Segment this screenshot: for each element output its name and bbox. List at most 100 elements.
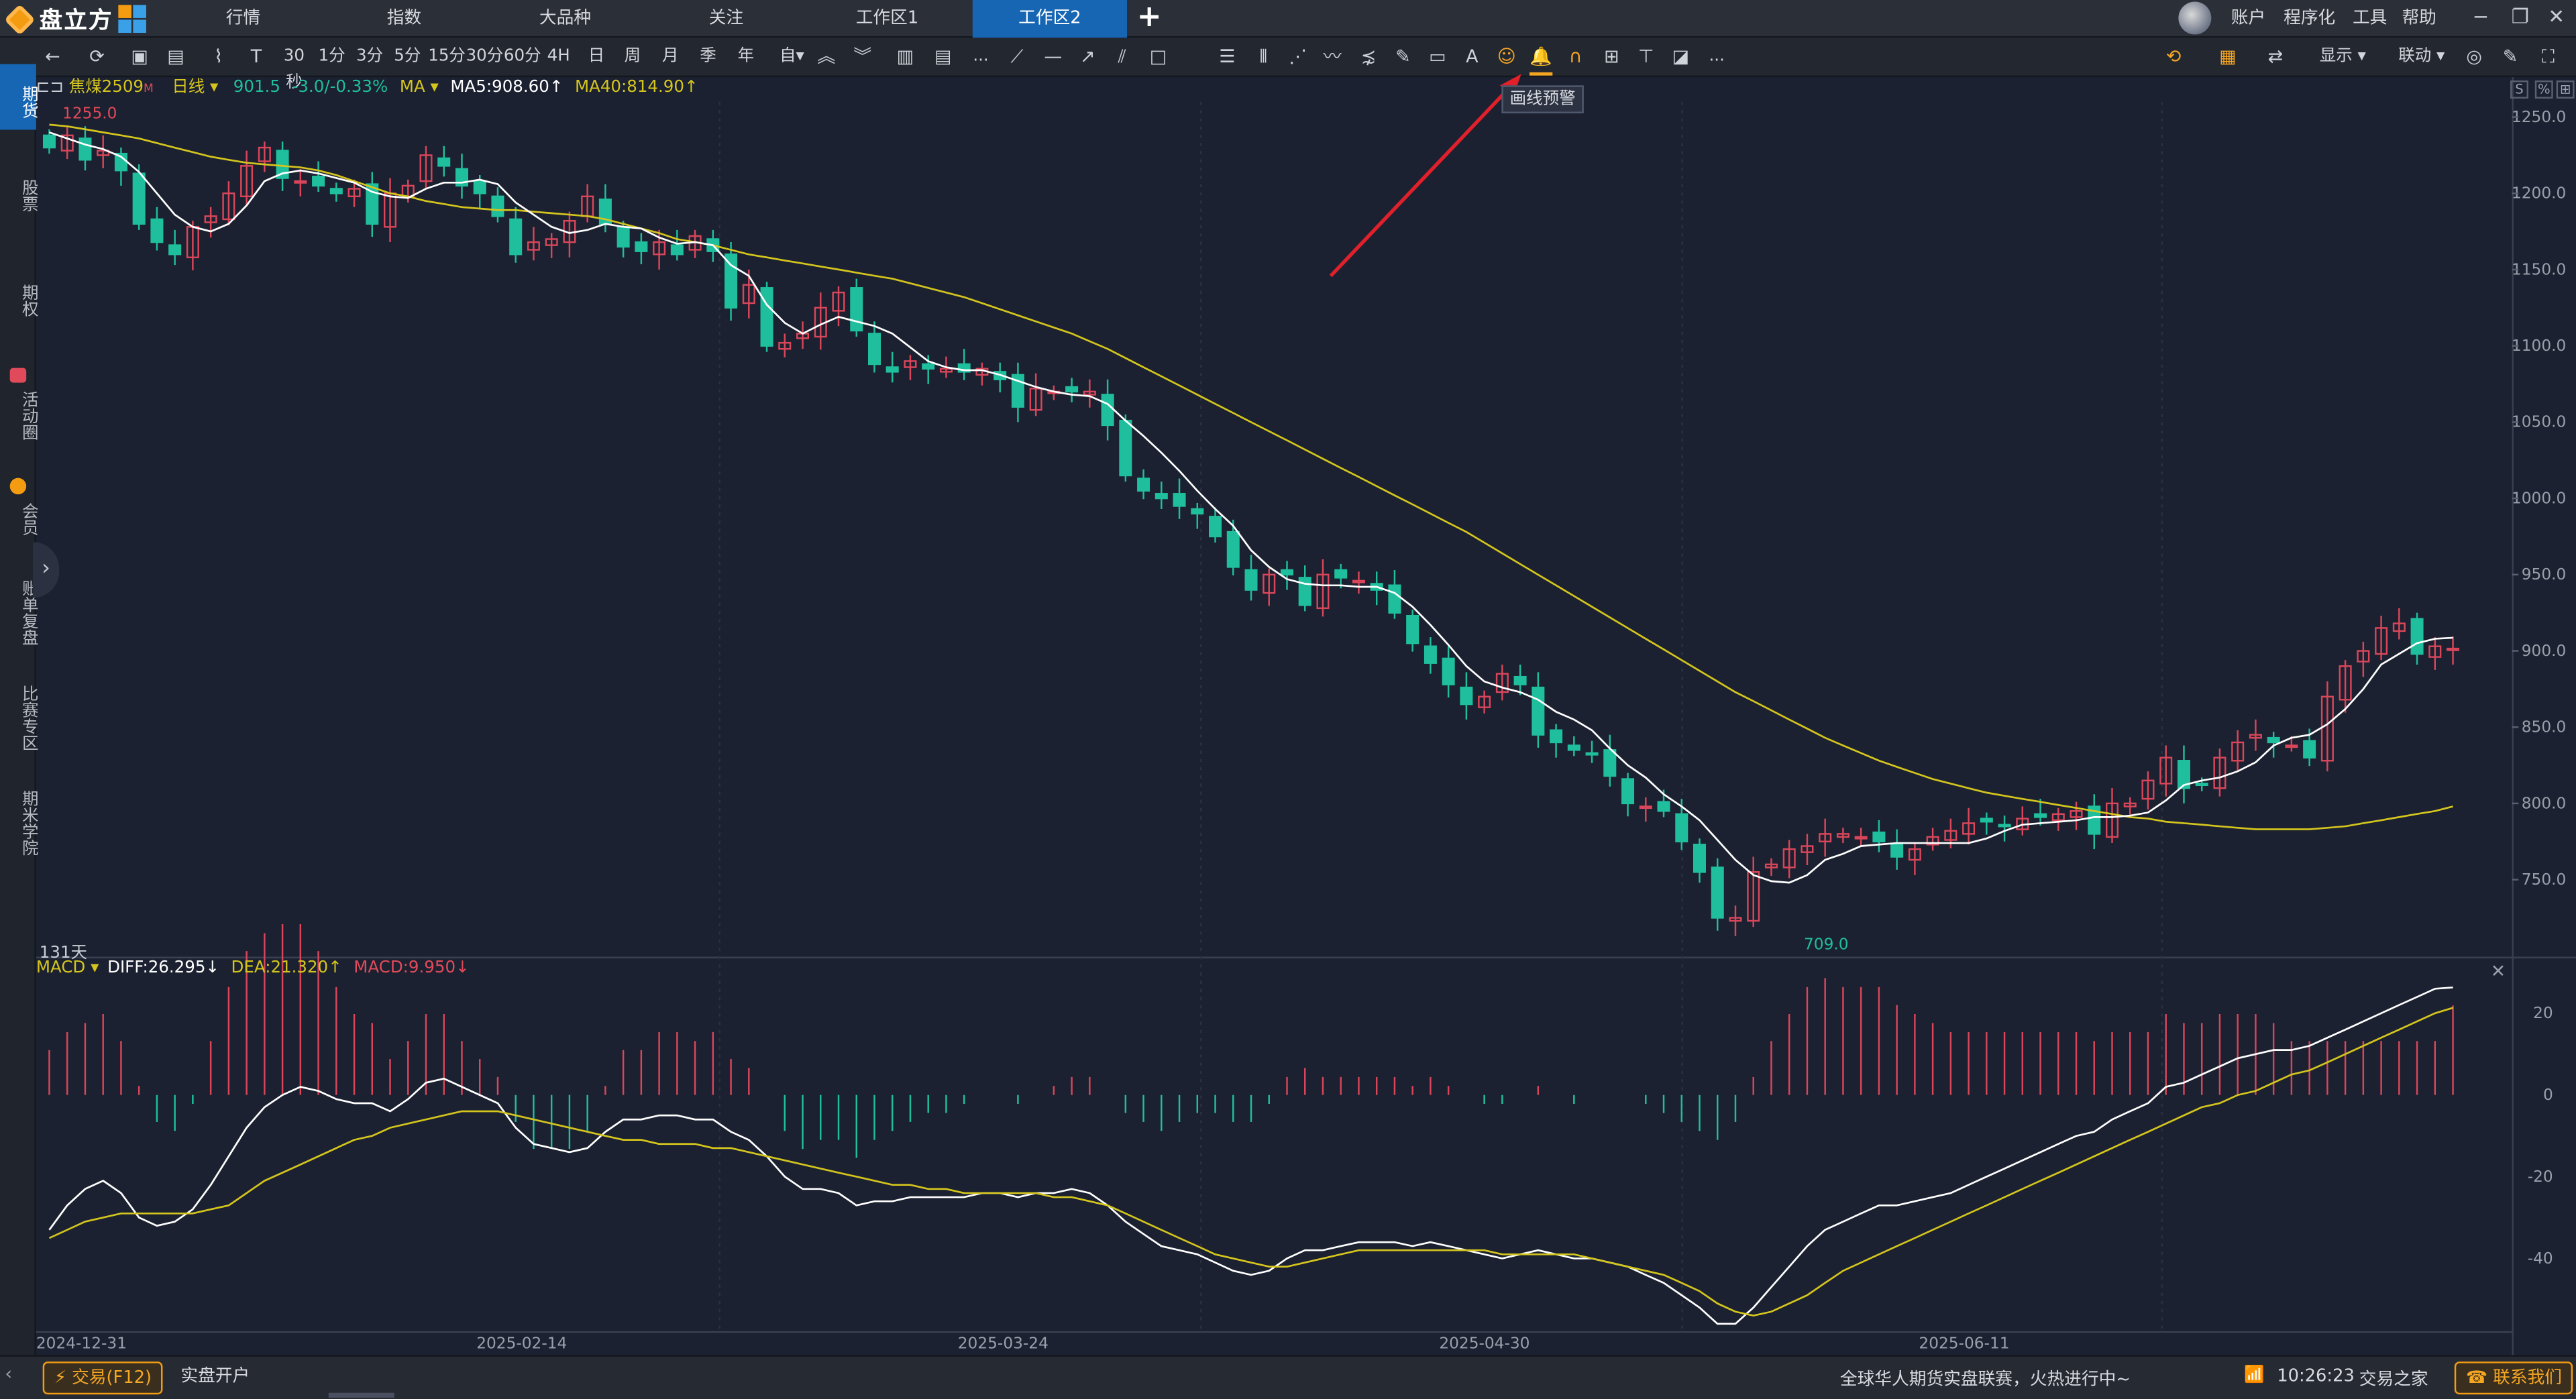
sync-icon[interactable]: ⇄ [2267,46,2284,68]
more-tools-2[interactable]: ... [1709,48,1725,66]
line-tool-icon[interactable]: ⟋ [1010,46,1024,68]
alert-bell-icon[interactable]: 🔔 [1529,46,1552,68]
tab-workspace-2[interactable]: 工作区2 [972,0,1128,38]
candle-body [1819,833,1832,842]
channel-tool-icon[interactable]: ⫽ [1118,46,1126,68]
avatar[interactable] [2178,1,2212,35]
news-ticker[interactable]: 全球华人期货实盘联赛，火热进行中~ [1839,1369,2131,1390]
contact-us-button[interactable]: ☎ 联系我们 [2454,1361,2574,1395]
collapse-left-icon[interactable]: ‹ [5,1363,13,1385]
period-30s[interactable]: 30秒 [283,48,305,93]
headset-icon[interactable]: ◎ [2466,46,2482,68]
close-window-icon[interactable]: ✕ [2548,5,2565,28]
period-4h[interactable]: 4H [547,48,570,66]
sidebar-item-competition[interactable]: 比赛专区 [17,685,36,751]
tab-market[interactable]: 行情 [225,8,261,28]
chart-settings-icon[interactable]: ⊏⊐ [36,78,69,97]
trade-button[interactable]: ⚡ 交易(F12) [42,1361,164,1395]
candle-body [1280,569,1294,576]
layout-columns-icon[interactable]: ▥ [896,46,914,68]
edit-icon[interactable]: ✎ [2502,46,2518,68]
period-lines-icon[interactable]: ⦀ [1259,46,1268,68]
chart-type-icon[interactable]: ⌇ [214,46,223,68]
menu-program[interactable]: 程序化 [2284,8,2336,28]
save-icon[interactable]: ▣ [131,46,148,68]
fan-tool-icon[interactable]: ⋨ [1360,46,1377,68]
eraser-icon[interactable]: ◪ [1672,46,1690,68]
period-60m[interactable]: 60分 [503,48,541,66]
tab-index[interactable]: 指数 [386,8,422,28]
pen-tool-icon[interactable]: ✎ [1395,46,1411,68]
menu-account[interactable]: 账户 [2231,8,2266,28]
ma-selector[interactable]: MA ▾ [399,78,439,97]
align-icon[interactable]: ⊤ [1638,46,1654,68]
period-1m[interactable]: 1分 [318,48,345,66]
scale-percent-icon[interactable]: % [2534,80,2553,99]
menu-tools[interactable]: 工具 [2352,8,2387,28]
back-icon[interactable]: ← [45,46,60,68]
candle-body [1263,573,1276,594]
site-link[interactable]: 交易之家 [2359,1369,2428,1390]
scroll-thumb[interactable] [328,1392,394,1398]
high-price-marker: 1255.0 [62,105,117,123]
link-dropdown[interactable]: 联动 ▾ [2398,48,2445,66]
open-account-button[interactable]: 实盘开户 [180,1366,250,1386]
replay-icon[interactable]: ⟲ [2165,46,2182,68]
wave-tool-icon[interactable]: 〰 [1323,46,1342,68]
sidebar-item-academy[interactable]: 期米学院 [17,789,36,856]
tab-major-products[interactable]: 大品种 [539,8,592,28]
calendar-icon[interactable]: ▦ [2219,46,2237,68]
sidebar-item-stocks[interactable]: 股票 [17,178,36,212]
horizontal-line-icon[interactable]: — [1044,46,1063,68]
tab-workspace-1[interactable]: 工作区1 [855,8,919,28]
period-selector[interactable]: 日线 ▾ [172,78,219,97]
period-week[interactable]: 周 [624,48,641,66]
ruler-icon[interactable]: ▭ [1429,46,1446,68]
period-15m[interactable]: 15分 [428,48,466,66]
scale-axis-icon[interactable]: ⊞ [2556,80,2575,99]
expand-down-icon[interactable]: ︾ [853,46,872,68]
add-tab-icon[interactable]: + [1136,0,1162,35]
candle-body [2195,783,2208,787]
more-tools-1[interactable]: ... [973,48,989,66]
restore-icon[interactable]: ❐ [2511,5,2529,28]
minimize-icon[interactable]: − [2472,5,2489,28]
refresh-icon[interactable]: ⟳ [89,46,105,68]
main-contract-badge: M [144,82,154,96]
magnet-icon[interactable]: ∩ [1568,46,1582,68]
tab-watchlist[interactable]: 关注 [708,8,744,28]
sidebar-item-activity[interactable]: 活动圈 [17,390,36,441]
text-tool-icon[interactable]: T [250,46,262,68]
fibonacci-icon[interactable]: ☰ [1219,46,1236,68]
menu-help[interactable]: 帮助 [2402,8,2436,28]
layout-rows-icon[interactable]: ▤ [934,46,952,68]
display-dropdown[interactable]: 显示 ▾ [2319,48,2366,66]
text-annotate-icon[interactable]: A [1466,46,1479,68]
expand-up-icon[interactable]: ︽ [817,46,836,68]
period-year[interactable]: 年 [737,48,755,66]
instrument-name[interactable]: 焦煤2509 [68,78,144,97]
period-quarter[interactable]: 季 [700,48,716,66]
sidebar-item-options[interactable]: 期权 [17,284,36,317]
period-custom[interactable]: 自▾ [780,48,804,66]
grid-icon[interactable]: ⊞ [1604,46,1619,68]
period-30m[interactable]: 30分 [466,48,504,66]
period-5m[interactable]: 5分 [394,48,421,66]
sidebar-item-member[interactable]: 会员 [17,502,36,536]
macd-selector[interactable]: MACD ▾ [36,959,99,978]
rectangle-tool-icon[interactable]: □ [1149,46,1167,68]
open-folder-icon[interactable]: ▤ [167,46,184,68]
candle-body [366,183,379,225]
period-month[interactable]: 月 [661,48,679,66]
close-indicator-icon[interactable]: ✕ [2490,960,2506,983]
emoji-icon[interactable]: ☺ [1497,46,1516,68]
ray-tool-icon[interactable]: ↗ [1079,46,1095,68]
fullscreen-icon[interactable]: ⛶ [2541,46,2555,68]
period-3m[interactable]: 3分 [356,48,384,66]
sidebar-item-futures[interactable]: 期货 [0,64,36,130]
candle-body [1998,824,2011,828]
period-day[interactable]: 日 [588,48,605,66]
scale-s-icon[interactable]: S [2510,80,2529,99]
gann-icon[interactable]: ⋰ [1289,46,1307,68]
